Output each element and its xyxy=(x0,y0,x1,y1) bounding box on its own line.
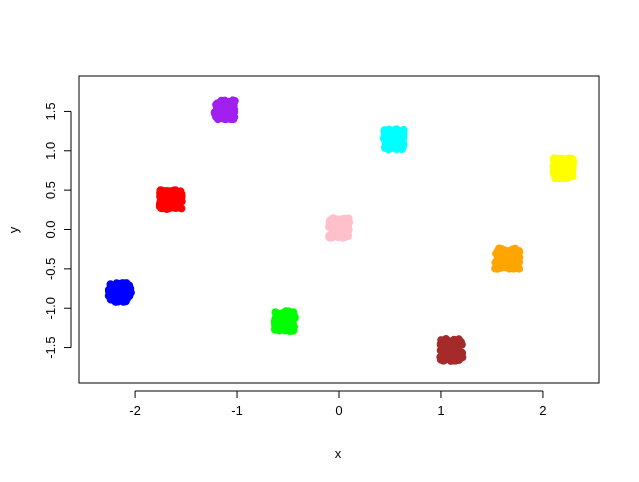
data-point xyxy=(230,113,239,122)
data-point xyxy=(173,192,182,201)
y-tick-label: 0.0 xyxy=(43,220,58,238)
data-point xyxy=(569,158,578,167)
data-point xyxy=(553,168,562,177)
y-tick-label: 1.0 xyxy=(43,142,58,160)
x-tick-label: -1 xyxy=(231,403,243,418)
cluster-8 xyxy=(491,244,524,273)
plot-area-frame xyxy=(78,75,600,384)
data-point xyxy=(336,222,345,231)
x-axis: -2 -1 0 1 2 xyxy=(129,390,547,418)
cluster-3 xyxy=(210,96,239,124)
data-point xyxy=(443,336,452,345)
data-point xyxy=(336,229,345,238)
data-point xyxy=(279,311,288,320)
cluster-7 xyxy=(436,334,467,365)
data-point xyxy=(512,255,521,264)
data-point xyxy=(385,136,394,145)
data-point xyxy=(274,320,283,329)
data-point xyxy=(214,102,223,111)
cluster-1 xyxy=(104,279,135,306)
data-point xyxy=(498,258,507,267)
data-point xyxy=(164,196,173,205)
x-tick-label: -2 xyxy=(129,403,141,418)
data-point xyxy=(167,187,176,196)
data-point xyxy=(224,100,233,109)
cluster-5 xyxy=(324,214,354,242)
data-point xyxy=(453,339,462,348)
data-point xyxy=(120,286,129,295)
data-point xyxy=(285,308,294,317)
y-axis-title: y xyxy=(6,226,21,233)
data-point xyxy=(397,145,406,154)
data-point xyxy=(220,106,229,115)
y-tick-label: 1.5 xyxy=(43,102,58,120)
y-tick-label: 0.5 xyxy=(43,181,58,199)
data-point xyxy=(381,126,390,135)
x-axis-title: x xyxy=(335,446,342,461)
data-point xyxy=(447,346,456,355)
data-point xyxy=(399,130,408,139)
y-tick-label: -0.5 xyxy=(43,258,58,280)
x-tick-label: 1 xyxy=(437,403,444,418)
cluster-9 xyxy=(549,154,578,183)
data-point xyxy=(495,244,504,253)
data-point xyxy=(210,109,219,118)
data-point xyxy=(160,190,169,199)
points-layer xyxy=(104,96,578,365)
data-point xyxy=(343,226,352,235)
data-point xyxy=(107,288,116,297)
y-tick-label: -1.0 xyxy=(43,297,58,319)
data-point xyxy=(217,113,226,122)
data-point xyxy=(121,297,130,306)
data-point xyxy=(508,245,517,254)
y-axis: -1.5 -1.0 -0.5 0.0 0.5 1.0 1.5 xyxy=(43,102,72,359)
x-tick-label: 0 xyxy=(335,403,342,418)
data-point xyxy=(157,204,166,213)
data-point xyxy=(561,159,570,168)
data-point xyxy=(115,290,124,299)
cluster-2 xyxy=(155,186,186,213)
data-point xyxy=(175,203,184,212)
y-tick-label: -1.5 xyxy=(43,336,58,358)
data-point xyxy=(324,222,333,231)
data-point xyxy=(564,170,573,179)
data-point xyxy=(501,249,510,258)
data-point xyxy=(327,233,336,242)
data-point xyxy=(392,125,401,134)
data-point xyxy=(329,214,338,223)
data-point xyxy=(272,310,281,319)
data-point xyxy=(451,356,460,365)
data-point xyxy=(438,341,447,350)
data-point xyxy=(230,97,239,106)
data-point xyxy=(507,262,516,271)
data-point xyxy=(284,321,293,330)
cluster-6 xyxy=(379,125,408,154)
x-tick-label: 2 xyxy=(539,403,546,418)
data-point xyxy=(437,352,446,361)
cluster-4 xyxy=(270,307,299,335)
